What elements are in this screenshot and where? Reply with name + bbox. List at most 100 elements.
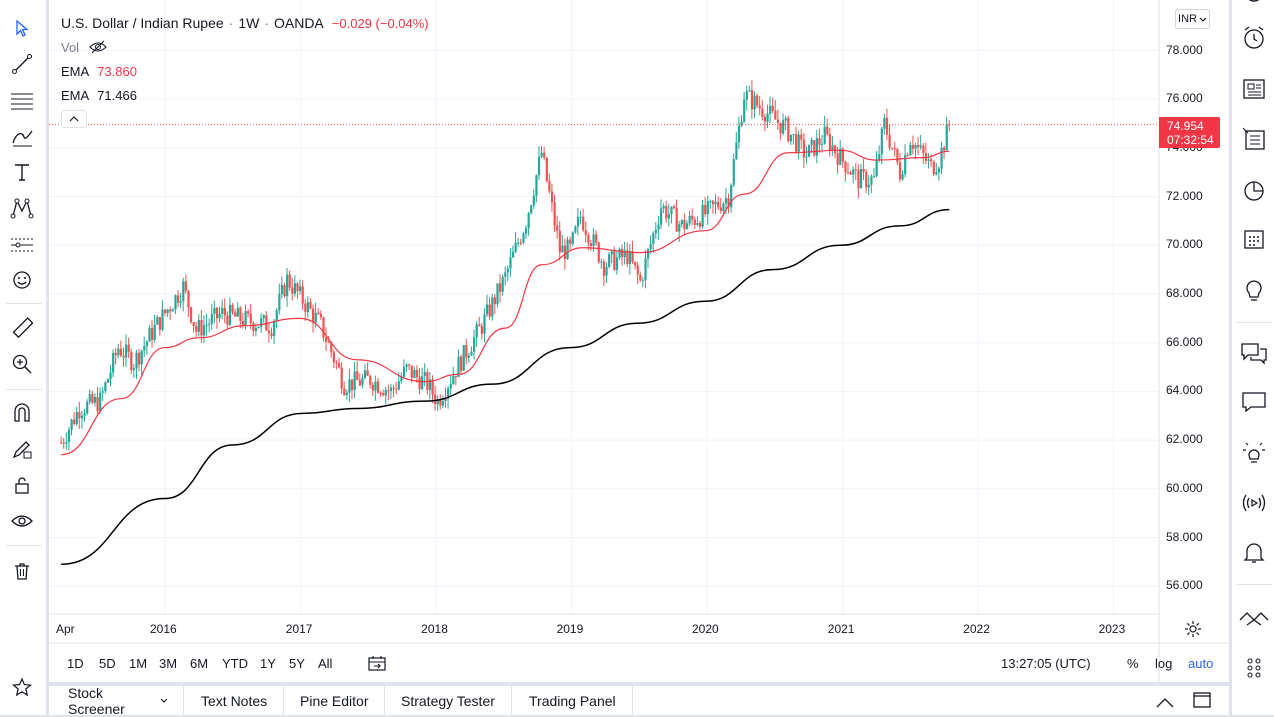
trash-icon[interactable]	[6, 555, 38, 587]
candle-up	[397, 381, 400, 390]
range-button-1m[interactable]: 1M	[129, 656, 148, 671]
candle-down	[301, 286, 304, 304]
alarm-clock-icon[interactable]	[1238, 22, 1270, 54]
fib-retracement-icon[interactable]	[6, 84, 38, 116]
ema1-label[interactable]: EMA	[61, 63, 90, 79]
ema2-label[interactable]: EMA	[61, 87, 90, 103]
candle-up	[901, 174, 904, 180]
magnet-icon[interactable]	[6, 397, 38, 429]
percent-toggle[interactable]: %	[1127, 656, 1139, 671]
trend-line-icon[interactable]	[6, 48, 38, 80]
candle-down	[836, 153, 839, 165]
currency-dropdown[interactable]: INR	[1175, 9, 1210, 29]
candle-down	[169, 309, 172, 312]
candle-up	[504, 272, 507, 277]
chats-icon[interactable]	[1238, 337, 1270, 369]
candle-up	[444, 398, 447, 401]
interval-label[interactable]: 1W	[238, 15, 260, 31]
notifications-icon[interactable]	[1238, 537, 1270, 569]
lock-icon[interactable]	[6, 469, 38, 501]
candle-up	[831, 145, 834, 151]
range-button-all[interactable]: All	[318, 656, 333, 671]
cursor-icon[interactable]	[6, 12, 38, 44]
candle-down	[602, 261, 606, 276]
candle-up	[610, 251, 613, 255]
candle-down	[382, 393, 385, 396]
range-button-1y[interactable]: 1Y	[260, 656, 276, 671]
pairs-icon[interactable]	[1238, 602, 1270, 634]
collapse-legend-button[interactable]	[61, 110, 87, 128]
ideas-icon[interactable]	[1238, 275, 1270, 307]
candle-up	[724, 198, 728, 204]
range-button-6m[interactable]: 6M	[190, 656, 209, 671]
watchlist-icon[interactable]	[1238, 0, 1270, 18]
brush-icon[interactable]	[6, 120, 38, 152]
chart-settings-icon[interactable]	[1184, 620, 1202, 643]
auto-toggle[interactable]: auto	[1188, 656, 1214, 671]
candle-down	[119, 348, 123, 356]
candle-down	[410, 365, 413, 378]
dots-grid-icon[interactable]	[1238, 652, 1270, 684]
candle-down	[758, 105, 761, 109]
range-button-ytd[interactable]: YTD	[222, 656, 248, 671]
currency-label: INR	[1178, 13, 1197, 25]
tab-trading-panel[interactable]: Trading Panel	[513, 686, 633, 715]
range-button-1d[interactable]: 1D	[67, 656, 84, 671]
candle-down	[857, 169, 860, 189]
range-button-3m[interactable]: 3M	[159, 656, 178, 671]
smiley-icon[interactable]	[6, 264, 38, 296]
star-icon[interactable]	[6, 671, 38, 703]
candle-up	[701, 204, 704, 227]
candle-up	[314, 312, 317, 323]
exchange-label: OANDA	[273, 15, 324, 31]
candle-down	[621, 249, 624, 257]
eye-icon[interactable]	[6, 505, 38, 537]
range-button-5y[interactable]: 5Y	[289, 656, 305, 671]
text-icon[interactable]	[6, 156, 38, 188]
utc-clock[interactable]: 13:27:05 (UTC)	[1001, 656, 1091, 671]
eye-off-icon[interactable]	[89, 40, 107, 54]
candle-up	[80, 415, 84, 419]
candle-up	[182, 281, 185, 302]
tab-pine-editor[interactable]: Pine Editor	[284, 686, 386, 715]
candle-up	[299, 286, 302, 292]
candle-up	[797, 134, 800, 152]
ruler-icon[interactable]	[6, 312, 38, 344]
chat-icon[interactable]	[1238, 386, 1270, 418]
candle-up	[213, 307, 216, 315]
price-chart[interactable]	[49, 0, 1229, 682]
tab-strategy-tester[interactable]: Strategy Tester	[385, 686, 512, 715]
tab-text-notes[interactable]: Text Notes	[185, 686, 285, 715]
tab-stock-screener[interactable]: Stock Screener	[52, 685, 184, 717]
candle-down	[675, 208, 678, 232]
tab-label: Strategy Tester	[401, 692, 495, 709]
date-range-icon[interactable]	[367, 654, 387, 677]
candle-up	[457, 356, 460, 378]
y-tick-label: 72.000	[1166, 188, 1203, 203]
candle-up	[537, 156, 541, 176]
candle-down	[922, 145, 925, 154]
calendar-icon[interactable]	[1238, 223, 1270, 255]
candle-down	[247, 311, 250, 314]
data-window-icon[interactable]	[1238, 123, 1270, 155]
idea-stream-icon[interactable]	[1238, 437, 1270, 469]
symbol-title[interactable]: U.S. Dollar / Indian Rupee	[61, 15, 224, 31]
range-button-5d[interactable]: 5D	[99, 656, 116, 671]
collapse-panel-icon[interactable]	[1156, 695, 1174, 713]
hotlist-icon[interactable]	[1238, 174, 1270, 206]
candle-down	[779, 122, 782, 134]
streams-icon[interactable]	[1238, 487, 1270, 519]
chart-pane[interactable]: U.S. Dollar / Indian Rupee · 1W · OANDA …	[49, 0, 1229, 682]
pattern-icon[interactable]	[6, 192, 38, 224]
maximize-panel-icon[interactable]	[1193, 692, 1211, 713]
prediction-icon[interactable]	[6, 228, 38, 260]
candle-down	[893, 148, 896, 150]
lock-drawing-icon[interactable]	[6, 433, 38, 465]
log-toggle[interactable]: log	[1155, 656, 1173, 671]
news-icon[interactable]	[1238, 73, 1270, 105]
candle-up	[496, 283, 499, 305]
change-label: −0.029 (−0.04%)	[331, 15, 429, 31]
candle-up	[714, 202, 717, 205]
candle-down	[917, 145, 920, 148]
zoom-in-icon[interactable]	[6, 348, 38, 380]
